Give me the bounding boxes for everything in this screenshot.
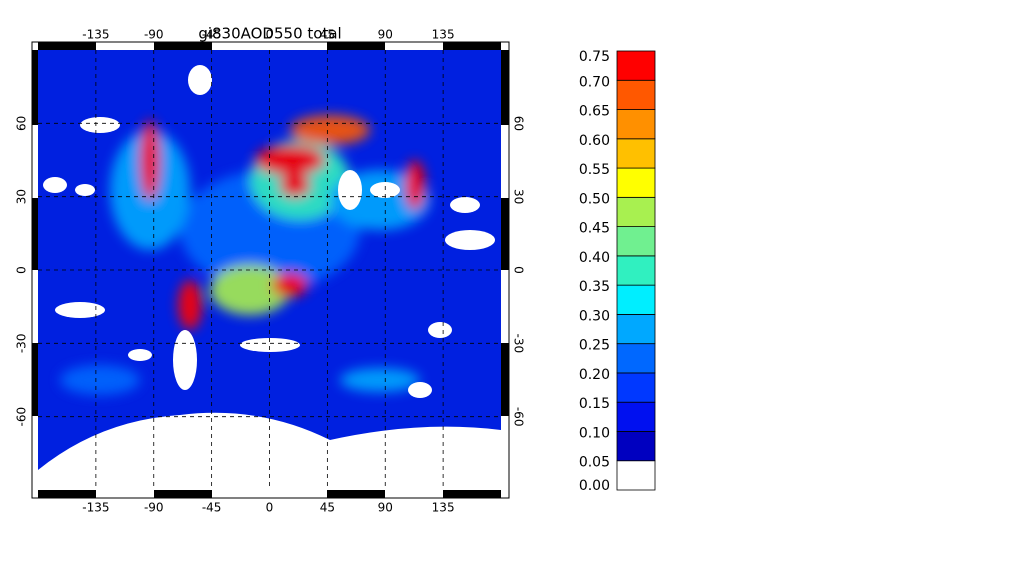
colorbar-swatch — [616, 431, 656, 462]
colorbar-swatch — [616, 255, 656, 286]
colorbar-swatch — [616, 460, 656, 491]
colorbar-label: 0.35 — [579, 279, 610, 295]
colorbar-label: 0.70 — [579, 74, 610, 90]
colorbar-label: 0.40 — [579, 250, 610, 266]
x-tick-label-top: 0 — [266, 28, 274, 42]
colorbar-label: 0.45 — [579, 221, 610, 237]
colorbar-swatch — [616, 343, 656, 374]
x-tick-label: 0 — [266, 501, 274, 515]
colorbar-swatch — [616, 372, 656, 403]
colorbar-label: 0.30 — [579, 308, 610, 324]
y-tick-label-right: 60 — [512, 116, 526, 131]
x-tick-label: -90 — [144, 501, 164, 515]
x-tick-label-top: -45 — [202, 28, 222, 42]
colorbar-swatch — [616, 313, 656, 345]
x-tick-label-top: 135 — [432, 28, 455, 42]
colorbar-swatch — [616, 138, 656, 169]
colorbar-label: 0.05 — [579, 455, 610, 471]
map-border — [32, 42, 509, 498]
colorbar-label: 0.75 — [579, 49, 610, 65]
colorbar-swatch — [616, 50, 656, 81]
colorbar-swatch — [616, 196, 656, 227]
colorbar-label: 0.10 — [579, 425, 610, 441]
y-tick-label: -30 — [15, 334, 29, 354]
colorbar-swatch — [616, 401, 656, 432]
x-tick-label: -135 — [82, 501, 109, 515]
colorbar-label: 0.20 — [579, 367, 610, 383]
x-tick-label-top: -135 — [82, 28, 109, 42]
colorbar-label: 0.00 — [579, 478, 610, 494]
x-tick-label: 90 — [378, 501, 393, 515]
y-tick-label: 0 — [15, 266, 29, 274]
colorbar-swatch — [616, 284, 656, 315]
y-tick-label-right: -30 — [512, 334, 526, 354]
colorbar-swatch — [616, 226, 656, 257]
y-tick-label: 30 — [15, 189, 29, 204]
colorbar-swatch — [616, 109, 656, 140]
y-tick-label-right: 30 — [512, 189, 526, 204]
x-tick-label-top: -90 — [144, 28, 164, 42]
y-tick-label-right: -60 — [512, 407, 526, 427]
x-tick-label-top: 45 — [320, 28, 335, 42]
x-tick-label: -45 — [202, 501, 222, 515]
colorbar-label: 0.25 — [579, 338, 610, 354]
y-tick-label: 60 — [15, 116, 29, 131]
map-title: gi830AOD550 total — [198, 25, 341, 43]
colorbar-swatch — [616, 79, 656, 110]
colorbar-label: 0.55 — [579, 162, 610, 178]
y-tick-label: -60 — [15, 407, 29, 427]
colorbar-label: 0.15 — [579, 396, 610, 412]
y-tick-label-right: 0 — [512, 266, 526, 274]
x-tick-label: 45 — [320, 501, 335, 515]
colorbar-label: 0.60 — [579, 133, 610, 149]
map-field — [38, 50, 501, 490]
colorbar-label: 0.65 — [579, 104, 610, 120]
colorbar-label: 0.50 — [579, 191, 610, 207]
colorbar-swatch — [616, 167, 656, 198]
x-tick-label-top: 90 — [378, 28, 393, 42]
x-tick-label: 135 — [432, 501, 455, 515]
